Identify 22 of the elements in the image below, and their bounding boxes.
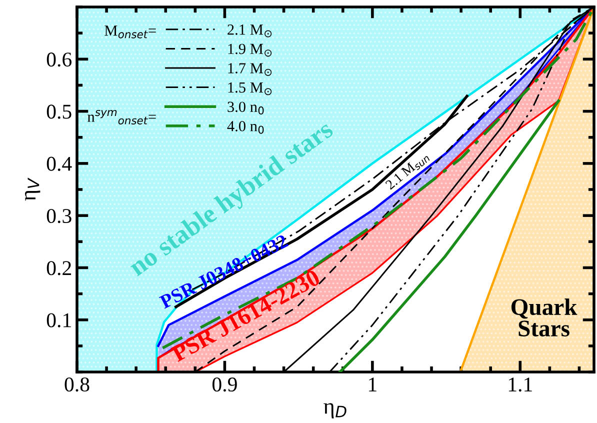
legend-label: 3.0 n$_{0}$ bbox=[228, 102, 264, 115]
legend-label: 4.0 n$_{0}$ bbox=[227, 120, 264, 134]
y-tick-label: 0.4 bbox=[46, 156, 72, 171]
x-tick-label: 0.8 bbox=[64, 377, 90, 392]
y-tick-label: 0.3 bbox=[46, 208, 72, 224]
x-tick-label: 0.9 bbox=[212, 377, 237, 392]
annotation: M$_{onset}$= bbox=[104, 26, 156, 38]
annotation: Quark Stars bbox=[511, 298, 578, 336]
legend-label: 2.1 M$_{⊙}$ bbox=[228, 24, 272, 38]
x-axis-title: η$_{D}$ bbox=[324, 403, 346, 418]
annotation: 2.1 M$_{sun}$ bbox=[384, 150, 430, 192]
legend-label: 1.9 M$_{⊙}$ bbox=[228, 44, 272, 57]
legend-label: 1.7 M$_{⊙}$ bbox=[228, 63, 272, 76]
y-tick-label: 0.1 bbox=[46, 313, 71, 328]
y-axis-title: η$_{V}$ bbox=[24, 178, 40, 201]
legend-label: 1.5 M$_{⊙}$ bbox=[228, 82, 272, 96]
x-tick-label: 1 bbox=[369, 378, 376, 392]
y-tick-label: 0.2 bbox=[46, 261, 71, 276]
y-tick-label: 0.6 bbox=[46, 52, 72, 67]
x-tick-label: 1.1 bbox=[508, 378, 532, 392]
y-tick-label: 0.5 bbox=[46, 104, 72, 119]
annotation: n$^{sym}$$_{onset}$= bbox=[88, 110, 156, 124]
